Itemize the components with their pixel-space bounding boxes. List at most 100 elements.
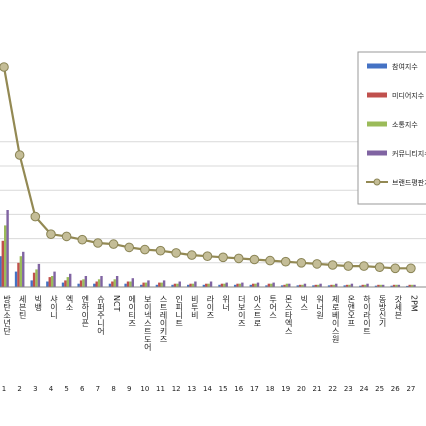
rank-label-15: 15	[219, 385, 228, 393]
x-tick-label-24: 하이라이트	[362, 294, 371, 335]
bar-참여지수-22	[327, 285, 331, 287]
bar-커뮤니티지수-7	[100, 276, 103, 287]
rank-label-16: 16	[234, 385, 243, 393]
bar-소통지수-2	[19, 256, 23, 287]
bar-커뮤니티지수-24	[366, 283, 369, 287]
bar-참여지수-26	[390, 285, 393, 287]
bar-참여지수-24	[359, 285, 362, 287]
bar-미디어지수-27	[408, 284, 411, 287]
bar-참여지수-23	[343, 285, 346, 287]
bar-참여지수-14	[202, 284, 206, 287]
bar-미디어지수-8	[111, 281, 114, 287]
rank-label-23: 23	[344, 385, 353, 393]
bar-미디어지수-12	[173, 283, 177, 287]
x-tick-label-22: 제로베이스원	[331, 295, 340, 343]
bar-참여지수-1	[0, 256, 2, 287]
bar-커뮤니티지수-8	[115, 276, 119, 287]
rank-label-22: 22	[328, 385, 337, 393]
bar-커뮤니티지수-25	[382, 284, 385, 287]
bar-참여지수-6	[77, 283, 80, 287]
bar-소통지수-3	[35, 269, 38, 287]
point-브랜드평판지수-9	[124, 242, 134, 253]
rank-label-5: 5	[64, 385, 68, 393]
rank-label-25: 25	[375, 385, 384, 393]
rank-label-9: 9	[127, 385, 131, 393]
x-tick-label-21: 워너원	[316, 295, 325, 319]
bar-커뮤니티지수-1	[6, 210, 9, 287]
point-브랜드평판지수-18	[265, 255, 275, 266]
x-tick-label-25: 동방신기	[378, 295, 387, 328]
legend-swatch-미디어지수	[367, 92, 387, 98]
x-tick-label-15: 위너	[222, 295, 231, 312]
bar-미디어지수-10	[142, 282, 145, 287]
bar-소통지수-11	[160, 282, 163, 287]
bar-소통지수-21	[317, 284, 320, 287]
bar-미디어지수-6	[79, 280, 83, 287]
bar-커뮤니티지수-21	[319, 283, 322, 287]
rank-label-24: 24	[359, 385, 368, 393]
rank-label-20: 20	[297, 385, 306, 393]
bar-참여지수-5	[61, 282, 65, 287]
point-브랜드평판지수-16	[233, 253, 244, 264]
point-브랜드평판지수-17	[249, 254, 260, 265]
legend-marker-브랜드평판지수	[373, 178, 381, 186]
rank-label-13: 13	[187, 385, 196, 393]
point-브랜드평판지수-1	[0, 62, 9, 72]
bar-참여지수-10	[140, 284, 143, 287]
bar-미디어지수-13	[189, 283, 192, 287]
bar-미디어지수-26	[392, 284, 396, 287]
bar-소통지수-12	[176, 283, 179, 287]
bar-미디어지수-15	[220, 283, 224, 287]
rank-label-19: 19	[281, 385, 290, 393]
x-tick-label-6: 엔하이픈	[80, 294, 89, 327]
bar-소통지수-10	[144, 282, 148, 287]
bar-참여지수-7	[93, 283, 96, 287]
bar-참여지수-12	[171, 284, 174, 287]
bar-미디어지수-16	[236, 283, 239, 287]
bar-참여지수-13	[187, 284, 190, 287]
bar-미디어지수-4	[48, 277, 51, 287]
rank-label-14: 14	[203, 385, 212, 393]
bar-미디어지수-20	[298, 284, 302, 287]
bar-참여지수-15	[218, 284, 221, 287]
bar-미디어지수-17	[252, 283, 255, 287]
bar-미디어지수-23	[345, 284, 349, 287]
gridlines	[0, 141, 426, 288]
x-tick-label-13: 비투비	[190, 295, 199, 320]
line-series	[0, 62, 416, 274]
legend-swatch-소통지수	[367, 121, 387, 127]
rank-label-1: 1	[2, 385, 6, 393]
bar-미디어지수-11	[158, 282, 161, 287]
bar-참여지수-4	[46, 281, 49, 287]
bar-커뮤니티지수-14	[209, 281, 213, 287]
point-브랜드평판지수-22	[327, 260, 338, 270]
bar-소통지수-27	[410, 284, 414, 287]
bar-커뮤니티지수-22	[335, 283, 338, 287]
x-tick-label-12: 인피니트	[175, 294, 184, 327]
rank-label-17: 17	[250, 385, 259, 393]
bar-커뮤니티지수-6	[84, 276, 88, 287]
bar-소통지수-26	[395, 284, 398, 287]
bar-소통지수-1	[4, 225, 7, 287]
bar-커뮤니티지수-12	[178, 281, 181, 287]
legend: 참여지수미디어지수소통지수커뮤니티지수브랜드평판지수	[357, 51, 426, 205]
bar-미디어지수-19	[283, 284, 286, 287]
legend-label-소통지수: 소통지수	[392, 120, 418, 129]
bar-미디어지수-24	[361, 284, 364, 287]
bar-커뮤니티지수-5	[69, 273, 72, 287]
bar-소통지수-13	[191, 283, 195, 287]
point-브랜드평판지수-24	[359, 261, 369, 271]
x-tick-label-10: 보이넥스트도어	[143, 295, 152, 352]
x-tick-label-1: 방탄소년단	[2, 294, 11, 335]
x-tick-label-27: 2PM	[409, 295, 418, 312]
bars	[0, 210, 416, 287]
bar-커뮤니티지수-11	[162, 280, 166, 287]
rank-label-4: 4	[49, 385, 54, 393]
bar-미디어지수-3	[32, 272, 36, 287]
x-tick-label-18: 투어스	[269, 295, 278, 319]
point-브랜드평판지수-14	[202, 251, 213, 262]
legend-swatch-커뮤니티지수	[367, 150, 387, 156]
bar-미디어지수-18	[267, 283, 271, 287]
bar-미디어지수-22	[330, 284, 333, 287]
point-브랜드평판지수-7	[93, 238, 103, 248]
